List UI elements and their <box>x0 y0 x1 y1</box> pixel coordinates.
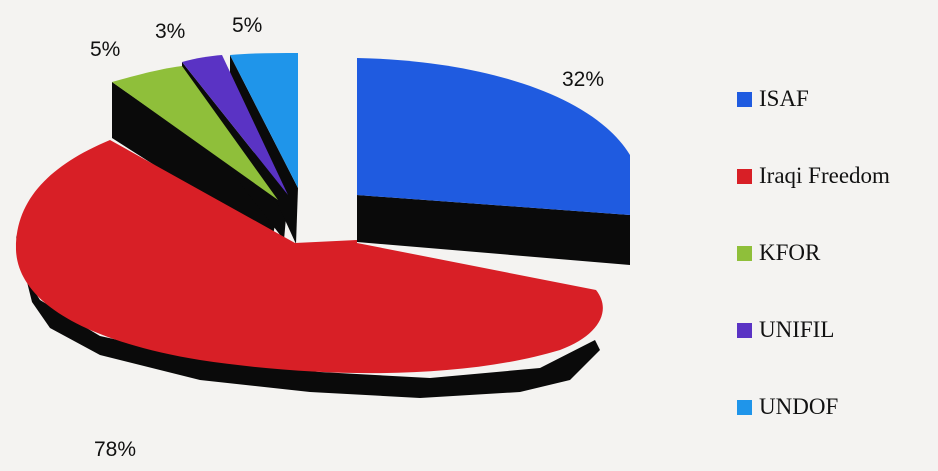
pie-slice-tops <box>15 53 630 374</box>
legend-swatch-iraqi-freedom <box>737 169 752 184</box>
slice-side-isaf <box>357 195 630 265</box>
legend-swatch-unifil <box>737 323 752 338</box>
legend-swatch-undof <box>737 400 752 415</box>
legend-label-kfor: KFOR <box>759 240 821 265</box>
legend-label-isaf: ISAF <box>759 86 809 111</box>
legend-label-iraqi-freedom: Iraqi Freedom <box>759 163 890 188</box>
slice-isaf <box>357 58 630 215</box>
slice-label-isaf: 32% <box>562 68 605 91</box>
slice-side-kfor <box>112 82 280 240</box>
slice-unifil <box>182 55 288 195</box>
legend: ISAF Iraqi Freedom KFOR UNIFIL UNDOF <box>737 86 890 471</box>
slice-label-kfor: 5% <box>90 38 121 61</box>
slice-undof <box>230 53 298 188</box>
legend-item-isaf: ISAF <box>737 86 890 163</box>
legend-item-kfor: KFOR <box>737 240 890 317</box>
slice-kfor <box>112 66 278 200</box>
slice-label-unifil: 3% <box>155 20 186 43</box>
slice-label-iraqi-freedom: 78% <box>94 438 137 461</box>
legend-item-unifil: UNIFIL <box>737 317 890 394</box>
slice-label-undof: 5% <box>232 14 263 37</box>
legend-swatch-kfor <box>737 246 752 261</box>
legend-label-unifil: UNIFIL <box>759 317 835 342</box>
slice-iraqi-freedom <box>15 140 603 374</box>
slice-side-iraqi-freedom <box>16 235 600 398</box>
legend-item-iraqi-freedom: Iraqi Freedom <box>737 163 890 240</box>
legend-item-undof: UNDOF <box>737 394 890 471</box>
legend-label-undof: UNDOF <box>759 394 839 419</box>
legend-swatch-isaf <box>737 92 752 107</box>
